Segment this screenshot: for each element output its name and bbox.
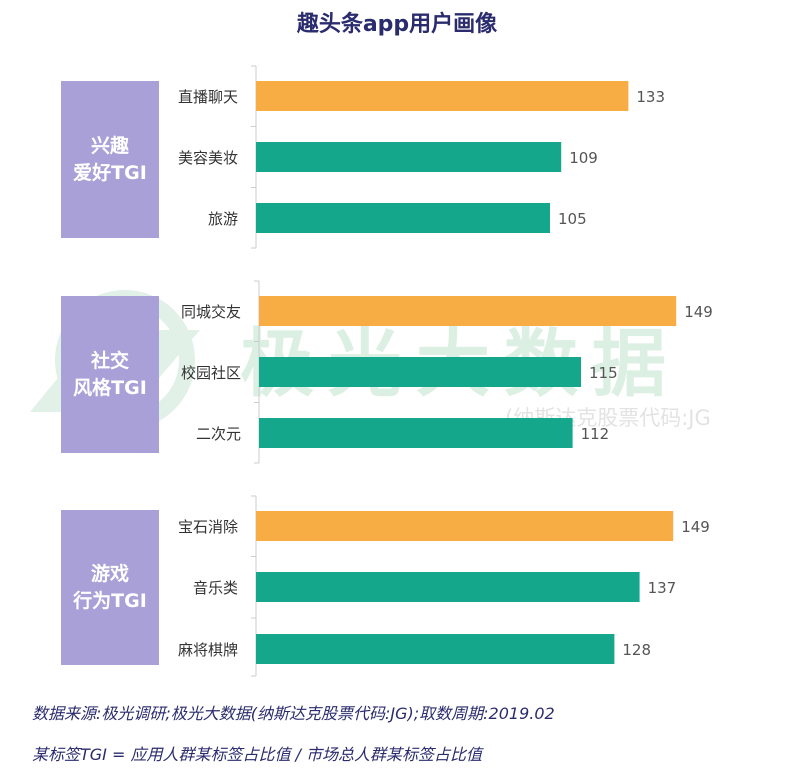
chart-title: 趣头条app用户画像 <box>296 12 498 37</box>
bar <box>259 418 573 448</box>
category-label: 音乐类 <box>193 579 238 597</box>
category-label: 校园社区 <box>181 364 241 382</box>
category-label: 直播聊天 <box>178 88 238 106</box>
category-label: 宝石消除 <box>178 518 238 536</box>
bar <box>256 203 550 233</box>
value-label: 149 <box>684 303 713 321</box>
category-label: 旅游 <box>208 210 238 228</box>
category-label: 麻将棋牌 <box>178 641 238 659</box>
bar <box>256 511 674 541</box>
group-label-line: 行为TGI <box>73 589 147 612</box>
category-label: 美容美妆 <box>178 149 238 167</box>
bar <box>256 572 640 602</box>
tgi-definition-note: 某标签TGI = 应用人群某标签占比值 / 市场总人群某标签占比值 <box>32 745 483 764</box>
bar <box>259 357 581 387</box>
category-label: 二次元 <box>196 425 241 443</box>
group-label-game: 游戏行为TGI <box>61 510 159 665</box>
group-label-line: 社交 <box>90 349 129 372</box>
value-label: 133 <box>636 88 665 106</box>
source-note: 数据来源:极光调研;极光大数据(纳斯达克股票代码:JG);取数周期:2019.0… <box>32 704 555 723</box>
bar <box>256 81 629 111</box>
bar <box>256 142 562 172</box>
value-label: 105 <box>558 210 587 228</box>
bar <box>256 634 615 664</box>
group-label-line: 爱好TGI <box>73 161 147 184</box>
value-label: 137 <box>648 579 677 597</box>
group-label-social: 社交风格TGI <box>61 296 159 453</box>
category-label: 同城交友 <box>181 303 241 321</box>
group-label-line: 风格TGI <box>73 376 147 399</box>
value-label: 112 <box>581 425 610 443</box>
value-label: 115 <box>589 364 618 382</box>
bar <box>259 296 677 326</box>
value-label: 109 <box>569 149 598 167</box>
group-label-line: 游戏 <box>90 562 129 585</box>
group-label-interest: 兴趣爱好TGI <box>61 81 159 238</box>
group-label-line: 兴趣 <box>90 134 129 157</box>
value-label: 149 <box>681 518 710 536</box>
value-label: 128 <box>622 641 651 659</box>
